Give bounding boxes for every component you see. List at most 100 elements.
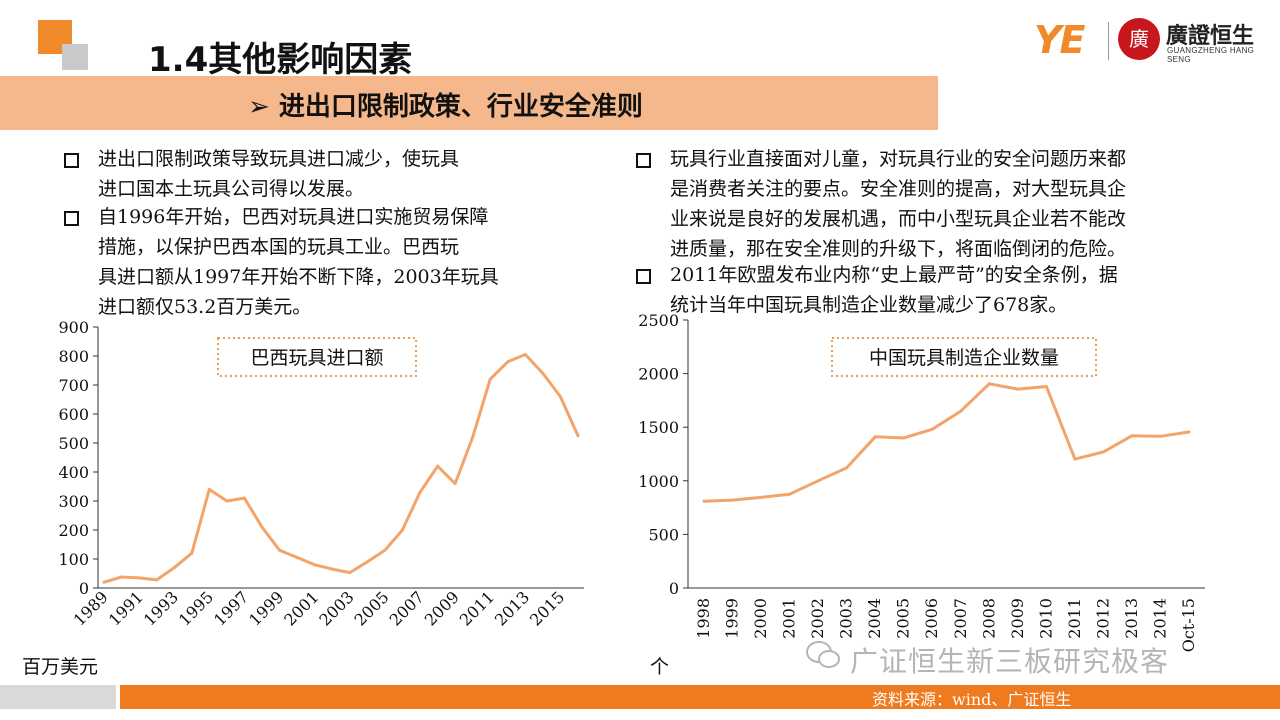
left-chart-y-tick-label: 700 (58, 376, 89, 395)
left-chart-x-tick-label: 2007 (386, 587, 428, 629)
left-chart-data-point (313, 563, 317, 567)
right-chart-data-point (987, 382, 991, 386)
bullet-line: 业来说是良好的发展机遇，而中小型玩具企业若不能改 (670, 208, 1127, 230)
right-chart-data-point (759, 495, 763, 499)
right-chart-data-point (1158, 434, 1162, 438)
wechat-icon (806, 641, 840, 668)
right-chart-x-tick-label: 2001 (780, 598, 799, 639)
left-chart-x-tick-label: 2003 (315, 587, 357, 629)
footer-bar (120, 685, 1280, 709)
left-chart-y-tick-label: 600 (58, 405, 89, 424)
bullet-line: 自1996年开始，巴西对玩具进口实施贸易保障 (98, 206, 489, 228)
bullet-line: 进质量，那在安全准则的升级下，将面临倒闭的危险。 (670, 238, 1127, 260)
page-title: 1.4其他影响因素 (148, 40, 413, 80)
bullet-line: 进出口限制政策导致玩具进口减少，使玩具 (98, 148, 460, 170)
bullet-line: 进口国本土玩具公司得以发展。 (98, 178, 365, 200)
left-chart-y-tick-label: 0 (79, 579, 89, 598)
bullet-line: 玩具行业直接面对儿童，对玩具行业的安全问题历来都 (670, 148, 1127, 170)
left-chart-y-tick-label: 400 (58, 463, 89, 482)
left-chart-chart-title: 巴西玩具进口额 (250, 347, 383, 369)
footer-gray-bar (0, 685, 116, 709)
bullet-line: 是消费者关注的要点。安全准则的提高，对大型玩具企 (670, 178, 1127, 200)
left-chart-data-point (558, 395, 562, 399)
left-chart-data-point (172, 566, 176, 570)
left-chart-data-point (365, 560, 369, 564)
right-chart-y-tick-label: 500 (648, 525, 679, 544)
bullet-line: 2011年欧盟发布业内称“史上最严苛”的安全条例，据 (670, 264, 1118, 286)
left-chart-x-tick-label: 2015 (526, 587, 568, 629)
logo-divider (1108, 22, 1109, 60)
right-chart-x-tick-label: 2002 (808, 598, 827, 639)
left-chart-y-tick-label: 300 (58, 492, 89, 511)
right-chart-x-tick-label: 2012 (1093, 598, 1112, 639)
company-seal-icon: 廣 (1118, 18, 1160, 60)
left-chart-title-box (217, 337, 417, 377)
left-chart-data-point (242, 496, 246, 500)
right-chart-x-tick-label: 2005 (894, 598, 913, 639)
right-chart-data-point (702, 499, 706, 503)
left-chart-data-point (207, 487, 211, 491)
left-chart-x-tick-label: 2009 (421, 587, 463, 629)
left-chart-data-point (523, 353, 527, 357)
checkbox-bullet-icon (636, 269, 651, 284)
left-bullet-2: 自1996年开始，巴西对玩具进口实施贸易保障 措施，以保护巴西本国的玩具工业。巴… (64, 202, 604, 322)
right-chart-x-tick-label: 2008 (979, 598, 998, 639)
right-chart-data-point (731, 498, 735, 502)
checkbox-bullet-icon (64, 211, 79, 226)
left-chart-data-point (190, 551, 194, 555)
right-chart-x-tick-label: 2011 (1065, 598, 1084, 639)
right-chart-series-line (703, 382, 1190, 503)
left-chart-x-tick-label: 2005 (350, 587, 392, 629)
bullet-line: 进口额仅53.2百万美元。 (98, 296, 312, 318)
right-chart-data-point (845, 466, 849, 470)
right-chart-x-tick-label: Oct-15 (1179, 598, 1198, 652)
left-chart-series-line (103, 353, 580, 584)
right-chart-data-point (1101, 450, 1105, 454)
left-chart-y-tick-label: 200 (58, 521, 89, 540)
source-note: 资料来源：wind、广证恒生 (872, 690, 1072, 709)
bullet-line: 具进口额从1997年开始不断下降，2003年玩具 (98, 266, 499, 288)
right-chart-x-tick-label: 1998 (694, 598, 713, 639)
left-chart-x-tick-label: 1999 (245, 587, 287, 629)
right-chart-data-point (1016, 387, 1020, 391)
left-chart-data-point (453, 482, 457, 486)
company-logo-mark: YE (1034, 18, 1086, 62)
left-chart-x-tick-label: 1991 (105, 587, 147, 629)
left-chart-data-point (120, 575, 124, 579)
right-chart-x-tick-label: 2010 (1036, 598, 1055, 639)
checkbox-bullet-icon (636, 153, 651, 168)
section-banner-text: ➢ 进出口限制政策、行业安全准则 (248, 92, 643, 122)
right-chart-data-point (1130, 434, 1134, 438)
left-chart-data-point (137, 576, 141, 580)
right-chart-x-tick-label: 2014 (1150, 598, 1169, 639)
left-chart-data-point (155, 578, 159, 582)
left-chart-data-point (278, 548, 282, 552)
left-chart-data-point (541, 371, 545, 375)
left-chart-data-point (383, 548, 387, 552)
right-chart-data-point (959, 409, 963, 413)
left-chart-data-point (102, 580, 106, 584)
right-chart-x-tick-label: 2003 (837, 598, 856, 639)
left-chart-data-point (418, 490, 422, 494)
left-chart-y-tick-label: 800 (58, 347, 89, 366)
left-chart-y-tick-label: 500 (58, 434, 89, 453)
right-chart-data-point (1187, 430, 1191, 434)
right-chart-unit-label: 个 (650, 656, 670, 678)
right-chart-y-tick-label: 1500 (638, 418, 679, 437)
left-chart-data-point (400, 528, 404, 532)
left-chart-data-point (506, 360, 510, 364)
left-chart-y-tick-label: 900 (58, 318, 89, 337)
section-banner (0, 76, 938, 130)
watermark-text: 广证恒生新三板研究极客 (850, 645, 1170, 678)
left-chart-x-tick-label: 1989 (70, 587, 112, 629)
left-chart-unit-label: 百万美元 (22, 656, 99, 678)
bullet-line: 统计当年中国玩具制造企业数量减少了678家。 (670, 294, 1068, 316)
right-chart-y-tick-label: 0 (669, 579, 679, 598)
company-name-en: GUANGZHENG HANG SENG (1167, 46, 1255, 64)
right-chart-y-tick-label: 1000 (638, 472, 679, 491)
left-chart-x-tick-label: 2013 (491, 587, 533, 629)
right-chart-data-point (902, 436, 906, 440)
right-chart-title-box (831, 337, 1097, 377)
right-chart-data-point (1073, 457, 1077, 461)
checkbox-bullet-icon (64, 153, 79, 168)
